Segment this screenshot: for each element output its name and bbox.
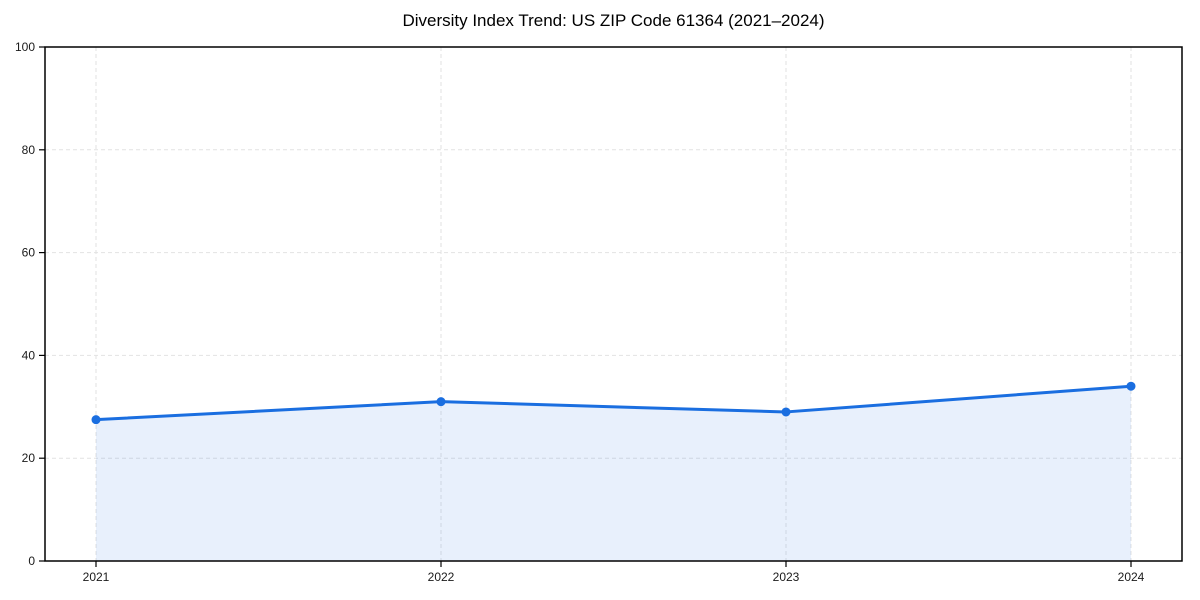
x-tick-label-2024: 2024 [1118, 570, 1145, 584]
y-tick-label-0: 0 [28, 554, 35, 568]
y-tick-label-40: 40 [22, 348, 36, 362]
x-tick-label-2023: 2023 [773, 570, 800, 584]
x-tick-label-2021: 2021 [83, 570, 110, 584]
trend-line [94, 384, 1133, 422]
area-fill [96, 386, 1131, 561]
data-point-2024 [1126, 381, 1136, 391]
x-tick-label-2022: 2022 [428, 570, 455, 584]
data-point-2023 [781, 407, 791, 417]
chart-title: Diversity Index Trend: US ZIP Code 61364… [402, 11, 825, 30]
plot-border [44, 46, 1183, 562]
y-tick-label-100: 100 [15, 40, 35, 54]
data-point-2021 [91, 415, 101, 425]
y-tick-label-20: 20 [22, 451, 36, 465]
y-tick-label-80: 80 [22, 143, 36, 157]
y-tick-label-60: 60 [22, 246, 36, 260]
data-point-2022 [436, 397, 446, 407]
